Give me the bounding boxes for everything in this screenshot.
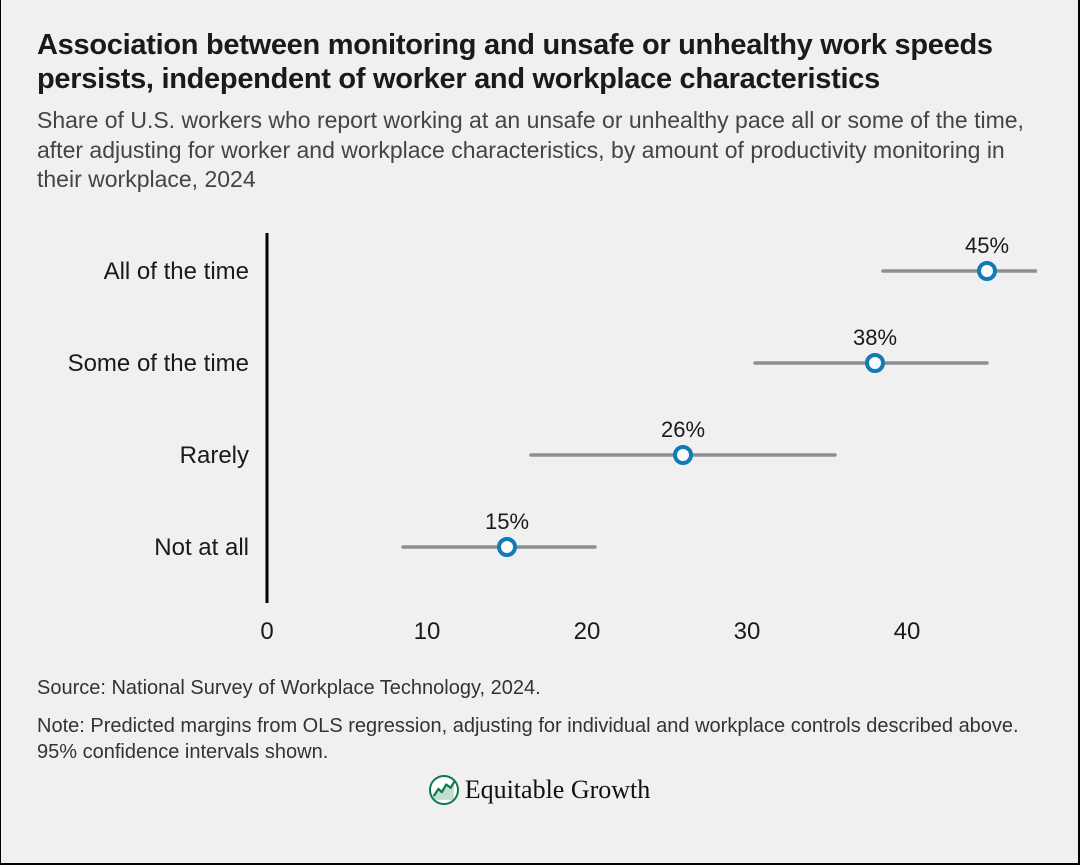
- y-category-label: Rarely: [180, 442, 249, 469]
- source-caption: Source: National Survey of Workplace Tec…: [37, 675, 1042, 701]
- point-marker: [675, 447, 691, 463]
- x-tick-label: 10: [414, 618, 441, 645]
- value-label: 45%: [965, 233, 1009, 258]
- value-label: 15%: [485, 509, 529, 534]
- chart-subtitle: Share of U.S. workers who report working…: [37, 106, 1042, 194]
- logo-mark-icon: [429, 775, 459, 805]
- dotplot-chart: 01020304050%All of the time45%Some of th…: [37, 203, 1037, 663]
- y-category-label: All of the time: [104, 258, 249, 285]
- chart-area: 01020304050%All of the time45%Some of th…: [37, 203, 1042, 663]
- logo-chart-icon: [433, 779, 455, 801]
- figure-container: Association between monitoring and unsaf…: [1, 0, 1078, 823]
- y-category-label: Some of the time: [68, 350, 249, 377]
- logo: Equitable Growth: [37, 775, 1042, 805]
- chart-title: Association between monitoring and unsaf…: [37, 28, 1042, 96]
- y-category-label: Not at all: [154, 534, 249, 561]
- logo-text: Equitable Growth: [465, 775, 651, 805]
- point-marker: [867, 355, 883, 371]
- point-marker: [499, 539, 515, 555]
- x-tick-label: 20: [574, 618, 601, 645]
- x-tick-label: 0: [260, 618, 273, 645]
- point-marker: [979, 263, 995, 279]
- x-tick-label: 40: [894, 618, 921, 645]
- note-caption: Note: Predicted margins from OLS regress…: [37, 713, 1042, 765]
- value-label: 26%: [661, 417, 705, 442]
- x-tick-label: 30: [734, 618, 761, 645]
- value-label: 38%: [853, 325, 897, 350]
